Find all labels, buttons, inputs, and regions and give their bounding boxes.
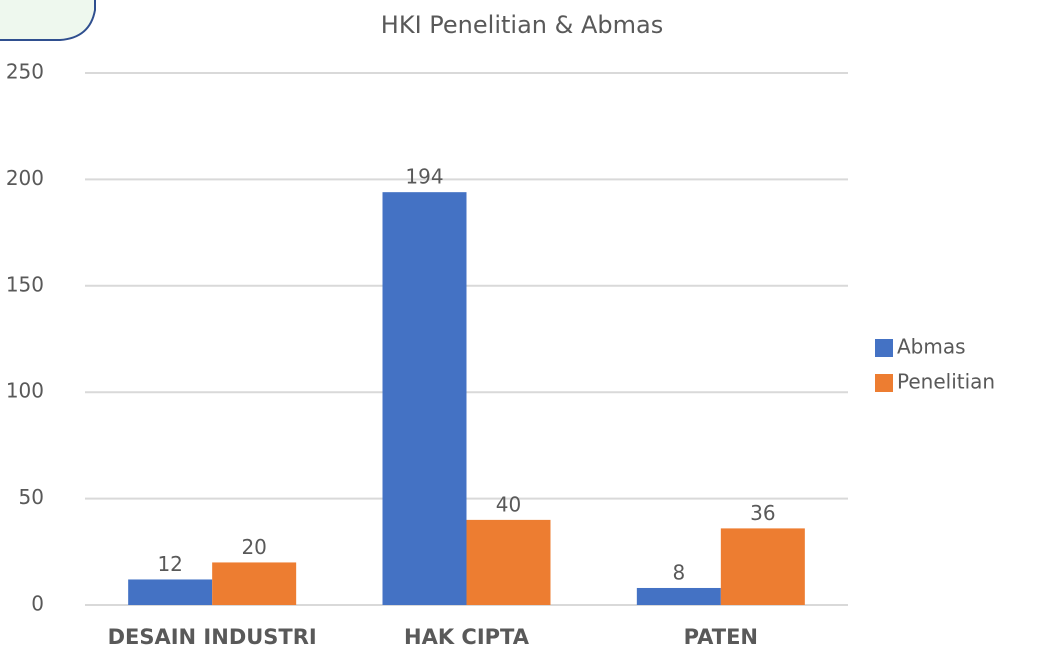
x-tick-label: HAK CIPTA: [404, 625, 530, 649]
y-tick-label: 200: [6, 166, 44, 190]
decorative-shape: [0, 0, 96, 41]
x-tick-label: PATEN: [684, 625, 758, 649]
data-label: 12: [157, 552, 182, 576]
data-label: 36: [750, 501, 775, 525]
y-tick-label: 150: [6, 272, 44, 296]
bar: [212, 562, 297, 605]
data-label: 20: [241, 535, 266, 559]
bar: [466, 519, 551, 605]
data-label: 8: [672, 560, 685, 584]
data-label: 194: [405, 165, 443, 189]
bar: [720, 528, 805, 605]
data-label: 40: [496, 492, 521, 516]
bar: [382, 192, 467, 605]
legend-label: Penelitian: [897, 370, 995, 394]
y-tick-label: 0: [31, 592, 44, 616]
chart-title: HKI Penelitian & Abmas: [381, 11, 663, 39]
bar: [128, 579, 213, 605]
x-tick-label: DESAIN INDUSTRI: [108, 625, 317, 649]
bar: [636, 587, 721, 605]
legend-label: Abmas: [897, 335, 966, 359]
y-tick-label: 250: [6, 60, 44, 84]
legend-swatch: [875, 339, 893, 357]
y-tick-label: 50: [19, 485, 44, 509]
y-tick-label: 100: [6, 379, 44, 403]
legend-swatch: [875, 374, 893, 392]
